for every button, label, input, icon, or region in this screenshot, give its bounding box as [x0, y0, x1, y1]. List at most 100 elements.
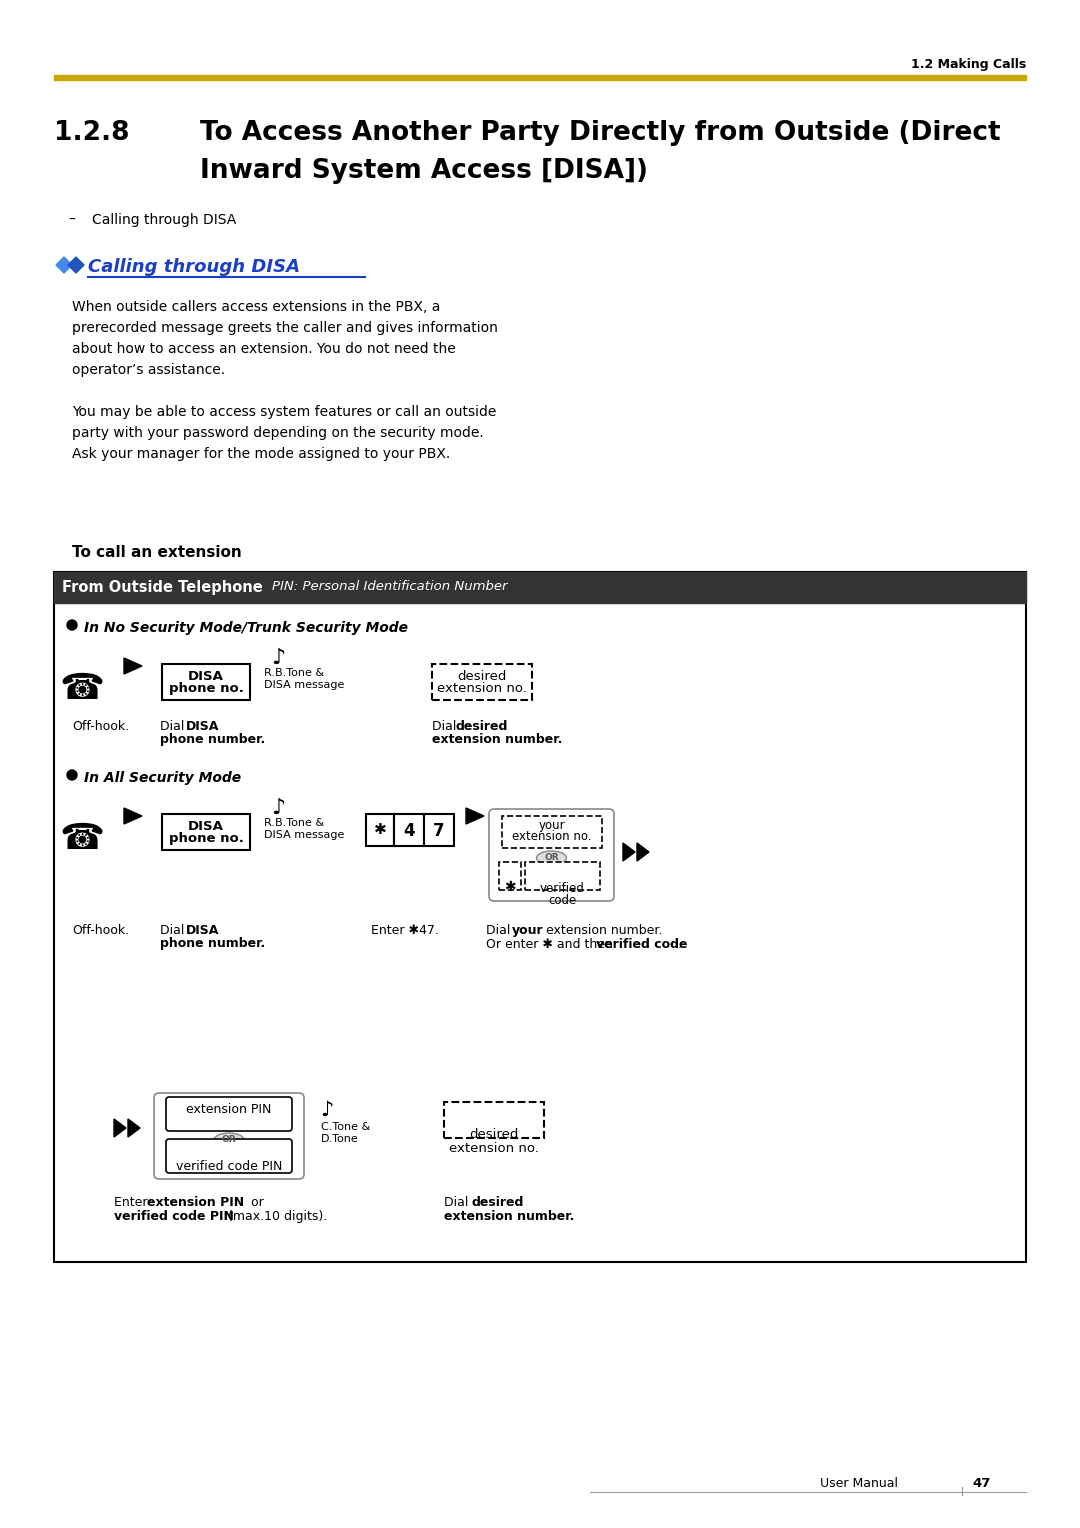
Text: ☎: ☎: [59, 672, 105, 706]
FancyBboxPatch shape: [166, 1097, 292, 1131]
Text: operator’s assistance.: operator’s assistance.: [72, 364, 225, 377]
Text: verified code PIN: verified code PIN: [114, 1210, 234, 1222]
Text: You may be able to access system features or call an outside: You may be able to access system feature…: [72, 405, 497, 419]
Text: phone no.: phone no.: [168, 681, 243, 695]
Text: ☎: ☎: [59, 822, 105, 856]
Text: To Access Another Party Directly from Outside (Direct: To Access Another Party Directly from Ou…: [200, 121, 1001, 147]
Polygon shape: [56, 257, 72, 274]
Text: about how to access an extension. You do not need the: about how to access an extension. You do…: [72, 342, 456, 356]
Bar: [444, 1102, 544, 1138]
Text: PIN: Personal Identification Number: PIN: Personal Identification Number: [272, 581, 508, 593]
Bar: [501, 816, 602, 848]
Text: DISA message: DISA message: [264, 680, 345, 691]
Text: (max.10 digits).: (max.10 digits).: [224, 1210, 327, 1222]
Text: party with your password depending on the security mode.: party with your password depending on th…: [72, 426, 484, 440]
Text: DISA: DISA: [186, 924, 219, 937]
Bar: [432, 665, 532, 700]
Text: .: .: [678, 938, 681, 950]
Circle shape: [67, 620, 77, 630]
Text: When outside callers access extensions in the PBX, a: When outside callers access extensions i…: [72, 299, 441, 313]
Circle shape: [67, 770, 77, 779]
Text: extension no.: extension no.: [449, 1141, 539, 1155]
FancyBboxPatch shape: [489, 808, 615, 902]
Text: verified code PIN: verified code PIN: [176, 1160, 282, 1174]
Text: Calling through DISA: Calling through DISA: [92, 212, 237, 228]
Text: C.Tone &: C.Tone &: [321, 1122, 370, 1132]
Text: DISA: DISA: [188, 669, 224, 683]
Text: verified: verified: [540, 882, 585, 895]
Text: In No Security Mode/Trunk Security Mode: In No Security Mode/Trunk Security Mode: [84, 620, 408, 636]
Bar: [366, 814, 394, 847]
Text: 1.2.8: 1.2.8: [54, 121, 130, 147]
Text: or: or: [247, 1196, 264, 1209]
Text: Dial: Dial: [432, 720, 460, 733]
Text: ♪: ♪: [321, 1100, 334, 1120]
Text: –: –: [68, 212, 75, 228]
Text: Inward System Access [DISA]): Inward System Access [DISA]): [200, 157, 648, 183]
Bar: [525, 862, 600, 889]
Text: code: code: [549, 894, 577, 908]
Text: extension number.: extension number.: [444, 1210, 575, 1222]
Text: ✱: ✱: [374, 822, 387, 837]
Polygon shape: [637, 843, 649, 860]
Text: D.Tone: D.Tone: [321, 1134, 359, 1144]
Text: desired: desired: [470, 1128, 518, 1141]
Text: Ask your manager for the mode assigned to your PBX.: Ask your manager for the mode assigned t…: [72, 448, 450, 461]
Text: User Manual: User Manual: [820, 1478, 897, 1490]
Bar: [499, 862, 521, 889]
Text: desired: desired: [472, 1196, 525, 1209]
Text: DISA: DISA: [188, 821, 224, 833]
Polygon shape: [623, 843, 635, 860]
Text: verified code: verified code: [596, 938, 688, 950]
Text: phone no.: phone no.: [168, 833, 243, 845]
Bar: [394, 814, 424, 847]
Text: DISA message: DISA message: [264, 830, 345, 840]
Text: your: your: [512, 924, 543, 937]
Polygon shape: [114, 1118, 126, 1137]
Text: Dial: Dial: [486, 924, 514, 937]
Polygon shape: [124, 659, 141, 674]
Text: phone number.: phone number.: [160, 733, 266, 746]
Text: desired: desired: [456, 720, 509, 733]
Text: R.B.Tone &: R.B.Tone &: [264, 817, 324, 828]
Text: Dial: Dial: [444, 1196, 472, 1209]
Text: Calling through DISA: Calling through DISA: [87, 258, 300, 277]
Polygon shape: [68, 257, 84, 274]
Text: ♪: ♪: [271, 648, 285, 668]
Text: Off-hook.: Off-hook.: [72, 720, 130, 733]
Ellipse shape: [214, 1132, 244, 1148]
Text: R.B.Tone &: R.B.Tone &: [264, 668, 324, 678]
Text: Or enter ✱ and then: Or enter ✱ and then: [486, 938, 617, 950]
Text: extension number.: extension number.: [542, 924, 662, 937]
Text: extension PIN: extension PIN: [187, 1103, 272, 1115]
Text: Dial: Dial: [160, 720, 188, 733]
Text: extension no.: extension no.: [512, 830, 591, 843]
Text: OR: OR: [221, 1135, 237, 1144]
Polygon shape: [129, 1118, 140, 1137]
Text: Enter: Enter: [114, 1196, 151, 1209]
Text: 47: 47: [972, 1478, 990, 1490]
Bar: [424, 814, 454, 847]
Text: phone number.: phone number.: [160, 937, 266, 950]
Bar: [54, 571, 1026, 604]
Text: Off-hook.: Off-hook.: [72, 924, 130, 937]
Text: extension PIN: extension PIN: [147, 1196, 244, 1209]
Text: your: your: [538, 819, 565, 833]
Text: 1.2 Making Calls: 1.2 Making Calls: [910, 58, 1026, 70]
Text: ♪: ♪: [271, 798, 285, 817]
Text: To call an extension: To call an extension: [72, 545, 242, 559]
Bar: [54, 571, 1026, 1262]
Text: extension no.: extension no.: [437, 681, 527, 695]
Bar: [54, 75, 1026, 79]
FancyBboxPatch shape: [154, 1093, 303, 1180]
Text: extension number.: extension number.: [432, 733, 563, 746]
Bar: [162, 665, 249, 700]
Ellipse shape: [537, 851, 567, 865]
Text: DISA: DISA: [186, 720, 219, 733]
Bar: [162, 814, 249, 850]
Text: Dial: Dial: [160, 924, 188, 937]
Text: From Outside Telephone: From Outside Telephone: [62, 581, 262, 594]
Text: In All Security Mode: In All Security Mode: [84, 772, 241, 785]
Text: desired: desired: [457, 669, 507, 683]
Text: 4: 4: [403, 822, 415, 840]
